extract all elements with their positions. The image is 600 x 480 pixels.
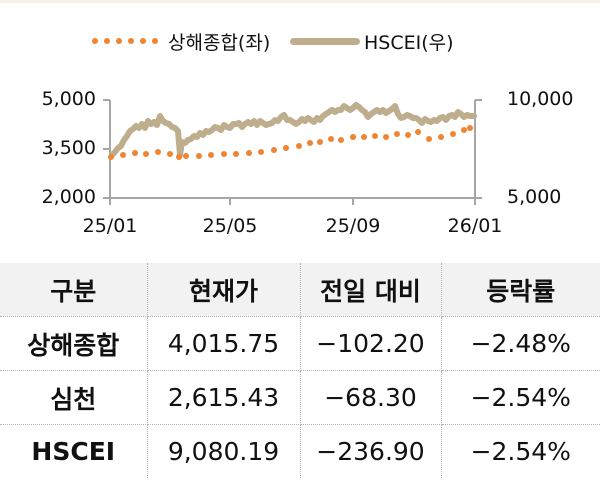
header-category: 구분 (0, 263, 148, 317)
row-rate: −2.54% (441, 370, 600, 425)
x-tick-25-01: 25/01 (82, 215, 138, 237)
top-accent-bar (0, 0, 600, 3)
y-left-tick-5000: 5,000 (41, 88, 96, 110)
table-row: 심천 2,615.43 −68.30 −2.54% (0, 370, 600, 425)
legend-label-shanghai: 상해종합(좌) (168, 31, 271, 54)
shanghai-series-dots (108, 125, 473, 160)
solid-line-icon (290, 37, 360, 45)
table-header-row: 구분 현재가 전일 대비 등락률 (0, 263, 600, 317)
chart-legend: 상해종합(좌) HSCEI(우) (0, 24, 600, 58)
index-table: 구분 현재가 전일 대비 등락률 상해종합 4,015.75 −102.20 −… (0, 263, 600, 478)
legend-item-shanghai: 상해종합(좌) (92, 24, 270, 58)
header-change: 전일 대비 (300, 263, 442, 317)
row-rate: −2.54% (470, 437, 571, 466)
row-price: 9,080.19 (147, 424, 301, 478)
row-change: −68.30 (300, 370, 442, 425)
x-tick-25-09: 25/09 (325, 215, 381, 237)
row-price: 2,615.43 (147, 370, 301, 425)
row-change: −236.90 (300, 424, 442, 478)
row-name: 상해종합 (0, 316, 148, 371)
y-left-tick-2000: 2,000 (41, 186, 96, 208)
hscei-series-line (109, 102, 477, 158)
x-tick-25-05: 25/05 (202, 215, 258, 237)
y-right-tick-10000: 10,000 (507, 88, 574, 110)
x-tick-26-01: 26/01 (447, 215, 503, 237)
table-row: HSCEI 9,080.19 −236.90 −2.54% (0, 424, 600, 478)
legend-item-hscei: HSCEI(우) (290, 24, 454, 58)
dotted-line-icon (92, 38, 158, 44)
header-change-rate: 등락률 (441, 263, 600, 317)
chart-plot (103, 99, 482, 205)
row-rate: −2.48% (441, 316, 600, 371)
table-row: 상해종합 4,015.75 −102.20 −2.48% (0, 316, 600, 371)
header-current-price: 현재가 (147, 263, 301, 317)
y-right-tick-5000: 5,000 (507, 186, 562, 208)
row-price: 4,015.75 (147, 316, 301, 371)
row-change: −102.20 (300, 316, 442, 371)
line-chart: 5,000 3,500 2,000 10,000 5,000 25/01 25/… (0, 60, 600, 255)
y-left-tick-3500: 3,500 (41, 137, 96, 159)
row-name: HSCEI (0, 424, 148, 478)
legend-label-hscei: HSCEI(우) (364, 31, 454, 54)
row-name: 심천 (0, 370, 148, 425)
